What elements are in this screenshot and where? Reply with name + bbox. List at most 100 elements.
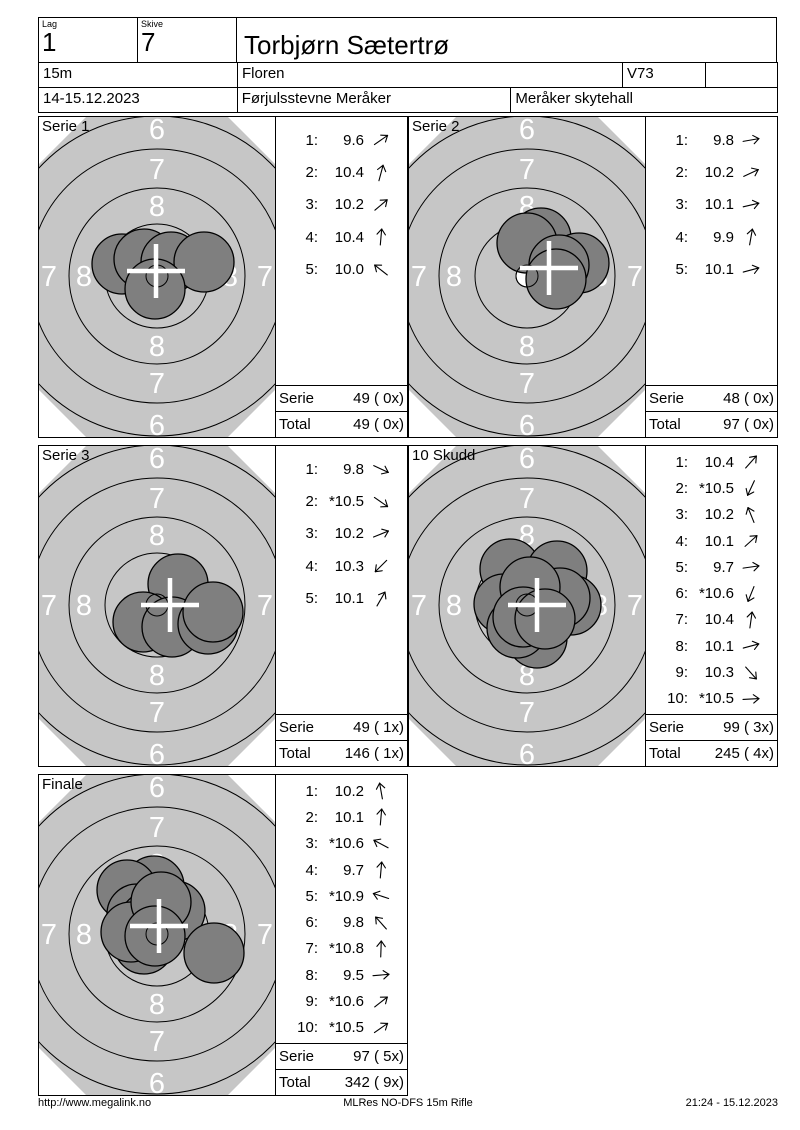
shot-number: 5: bbox=[305, 887, 318, 905]
ring-number: 6 bbox=[149, 775, 165, 804]
shot-number: 5: bbox=[675, 261, 688, 279]
shot-value: 9.9 bbox=[713, 228, 734, 246]
series-panel: 8768768877 Finale 1:10.22:10.13:*10.64:9… bbox=[38, 774, 408, 1096]
shot-number: 1: bbox=[305, 460, 318, 478]
shot-row: 6: *10.6 bbox=[646, 580, 777, 606]
shot-arrow-cell bbox=[367, 162, 395, 184]
mean-point-cross bbox=[520, 241, 578, 295]
skive-label: Skive bbox=[141, 19, 164, 29]
score-list: 1: 10.4 2: *10.5 3: 10.2 4: 10.1 5: 9.7 6: *10.6 7: 1… bbox=[645, 445, 778, 767]
ring-number: 8 bbox=[149, 989, 165, 1021]
ring-number: 6 bbox=[149, 1068, 165, 1095]
total-value: 146 ( 1x) bbox=[344, 745, 404, 762]
target-rings-plot: 8768768877 bbox=[39, 775, 275, 1095]
ring-number: 6 bbox=[519, 117, 535, 146]
shot-arrow-cell bbox=[737, 530, 765, 552]
shot-row: 2: *10.5 bbox=[646, 475, 777, 501]
shot-arrow-cell bbox=[367, 194, 395, 216]
ring-number: 8 bbox=[519, 331, 535, 363]
shot-row: 8: 10.1 bbox=[646, 633, 777, 659]
shot-value: 10.1 bbox=[704, 637, 734, 655]
ring-number: 7 bbox=[149, 697, 165, 729]
ring-number: 6 bbox=[149, 739, 165, 766]
shot-row: 8: 9.5 bbox=[276, 962, 407, 988]
shot-number: 3: bbox=[675, 196, 688, 214]
total-sum-row: Total 146 ( 1x) bbox=[276, 740, 407, 766]
total-label: Total bbox=[279, 416, 311, 433]
class-cell: V73 bbox=[622, 62, 706, 88]
shot-direction-arrow-icon bbox=[374, 996, 388, 1007]
shot-value: *10.6 bbox=[698, 585, 734, 603]
shot-number: 5: bbox=[675, 558, 688, 576]
shot-hole bbox=[173, 231, 235, 293]
serie-value: 49 ( 0x) bbox=[353, 390, 404, 407]
shot-number: 3: bbox=[675, 506, 688, 524]
shot-value: *10.6 bbox=[328, 993, 364, 1011]
shot-value: 10.4 bbox=[334, 164, 364, 182]
target-diagram: 8768768877 Serie 1 bbox=[38, 116, 276, 438]
footer-report-name: MLRes NO-DFS 15m Rifle bbox=[343, 1097, 473, 1109]
shot-row: 7: *10.8 bbox=[276, 936, 407, 962]
shot-value: 10.1 bbox=[334, 590, 364, 608]
ring-number: 6 bbox=[149, 446, 165, 475]
ring-number: 7 bbox=[41, 261, 57, 293]
shot-value: 10.2 bbox=[704, 506, 734, 524]
shot-number: 1: bbox=[675, 453, 688, 471]
shot-direction-arrow-icon bbox=[742, 199, 760, 210]
serie-label: Serie bbox=[649, 719, 685, 736]
distance-cell: 15m bbox=[38, 62, 238, 88]
shot-row: 1: 9.8 bbox=[646, 124, 777, 156]
shot-number: 3: bbox=[305, 835, 318, 853]
serie-value: 48 ( 0x) bbox=[723, 390, 774, 407]
total-label: Total bbox=[279, 1074, 311, 1091]
shot-direction-arrow-icon bbox=[374, 264, 388, 276]
shot-number: 9: bbox=[675, 664, 688, 682]
shot-value: 10.4 bbox=[704, 453, 734, 471]
shot-direction-arrow-icon bbox=[377, 164, 387, 181]
lag-cell: Lag 1 bbox=[38, 17, 138, 63]
ring-number: 7 bbox=[411, 261, 427, 293]
shot-direction-arrow-icon bbox=[745, 506, 755, 523]
shot-row: 6: 9.8 bbox=[276, 909, 407, 935]
shot-number: 2: bbox=[305, 808, 318, 826]
shot-value: 9.8 bbox=[343, 914, 364, 932]
mean-point-cross bbox=[141, 578, 199, 632]
total-value: 49 ( 0x) bbox=[353, 416, 404, 433]
shot-value: 10.2 bbox=[334, 782, 364, 800]
shot-value: 10.2 bbox=[334, 196, 364, 214]
shot-direction-arrow-icon bbox=[742, 640, 760, 651]
shot-value: *10.5 bbox=[328, 1019, 364, 1037]
shot-row: 9: 10.3 bbox=[646, 659, 777, 685]
shot-direction-arrow-icon bbox=[372, 891, 390, 901]
shot-direction-arrow-icon bbox=[374, 199, 388, 211]
shot-row: 5: 10.0 bbox=[276, 254, 407, 286]
shot-arrow-cell bbox=[737, 688, 765, 710]
shot-arrow-cell bbox=[367, 1017, 395, 1039]
mean-point-cross bbox=[508, 578, 566, 632]
ring-number: 7 bbox=[149, 483, 165, 515]
shot-arrow-cell bbox=[737, 609, 765, 631]
shot-arrow-cell bbox=[737, 583, 765, 605]
series-panel: 8768768877 10 Skudd 1:10.42:*10.53:10.24… bbox=[408, 445, 778, 767]
series-title: Serie 1 bbox=[42, 118, 90, 135]
shot-number: 1: bbox=[675, 131, 688, 149]
date-cell: 14-15.12.2023 bbox=[38, 87, 238, 113]
shot-number: 2: bbox=[305, 493, 318, 511]
mean-point-cross bbox=[127, 244, 185, 298]
shot-hole bbox=[183, 922, 245, 984]
shot-row: 4: 10.3 bbox=[276, 550, 407, 582]
ring-number: 8 bbox=[76, 261, 92, 293]
series-panels: 8768768877 Serie 1 1:9.62:10.43:10.24:10… bbox=[38, 116, 779, 1096]
lag-label: Lag bbox=[42, 19, 58, 29]
ring-number: 6 bbox=[149, 410, 165, 437]
shot-direction-arrow-icon bbox=[745, 480, 755, 497]
shot-row: 3: 10.2 bbox=[646, 502, 777, 528]
shot-arrow-cell bbox=[367, 491, 395, 513]
shot-value: *10.5 bbox=[698, 690, 734, 708]
shot-arrow-cell bbox=[367, 458, 395, 480]
shot-number: 8: bbox=[675, 637, 688, 655]
shot-hole bbox=[525, 248, 587, 310]
shot-direction-arrow-icon bbox=[743, 167, 759, 177]
shot-number: 4: bbox=[305, 861, 318, 879]
serie-label: Serie bbox=[279, 390, 315, 407]
